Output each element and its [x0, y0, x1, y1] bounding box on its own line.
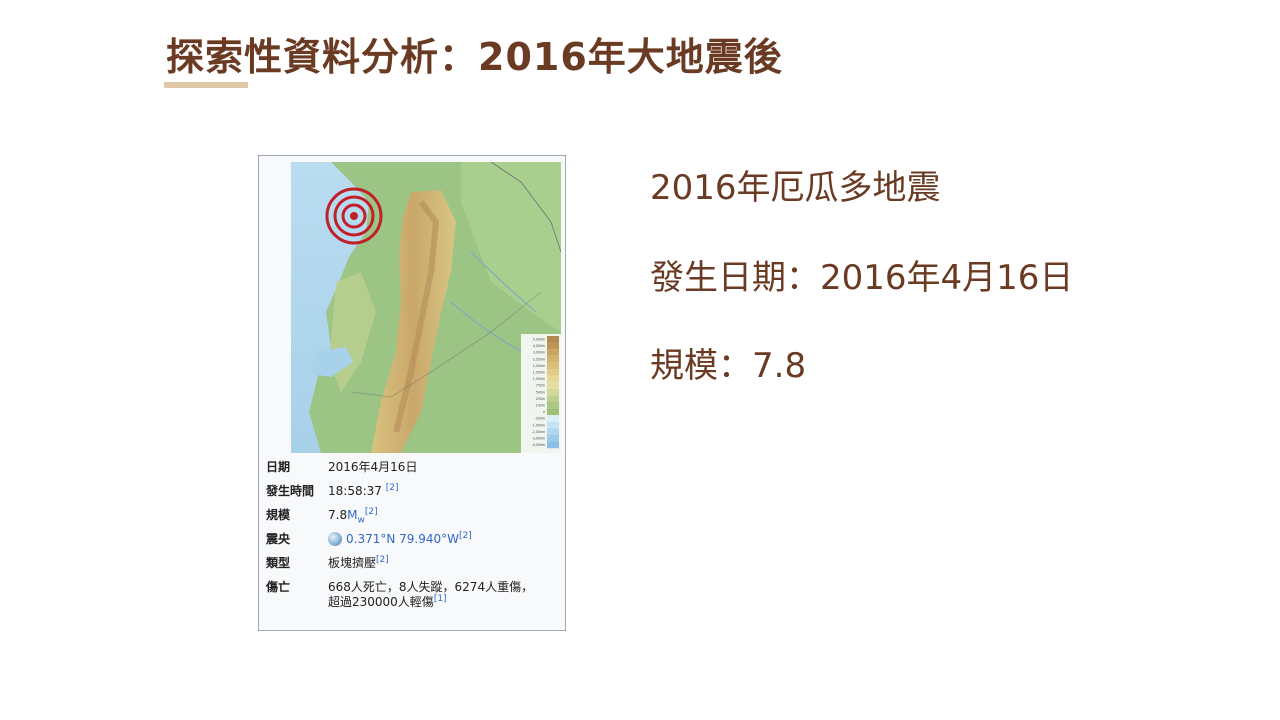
legend-tick-label: 5,000m: [533, 338, 545, 342]
row-label: 傷亡: [266, 580, 291, 594]
fact-date: 發生日期：2016年4月16日: [650, 258, 1074, 298]
legend-tick-label: -4,000m: [532, 443, 545, 447]
magnitude-unit-link[interactable]: Mw: [347, 508, 365, 526]
legend-tick-label: -1,000m: [532, 423, 545, 427]
legend-tick-label: 1,500m: [533, 371, 545, 375]
row-value: 18:58:37: [328, 484, 382, 498]
reference-link[interactable]: [2]: [459, 531, 472, 541]
row-time: 發生時間 18:58:37 [2]: [266, 484, 562, 499]
legend-tick-label: 250m: [536, 397, 545, 401]
relief-map: 5,000m 4,000m 3,000m 2,500m 2,000m 1,500m 1,00…: [291, 162, 561, 453]
row-value-wrap: 668人死亡，8人失蹤，6274人重傷， 超過230000人輕傷[1]: [328, 580, 562, 610]
row-value-wrap: 18:58:37 [2]: [328, 484, 562, 499]
elevation-legend: 5,000m 4,000m 3,000m 2,500m 2,000m 1,500m 1,00…: [521, 334, 561, 453]
earthquake-infobox: 5,000m 4,000m 3,000m 2,500m 2,000m 1,500m 1,00…: [258, 155, 566, 631]
row-casualties: 傷亡 668人死亡，8人失蹤，6274人重傷， 超過230000人輕傷[1]: [266, 580, 562, 610]
legend-tick-label: 0: [543, 410, 545, 414]
reference-link[interactable]: [2]: [364, 507, 378, 517]
row-type: 類型 板塊擠壓[2]: [266, 556, 562, 571]
row-value-wrap: 7.8Mw[2]: [328, 507, 562, 526]
legend-tick-label: 750m: [536, 384, 545, 388]
legend-swatch: [547, 421, 559, 429]
row-label: 規模: [266, 508, 291, 522]
infobox-rows: 日期 2016年4月16日 發生時間 18:58:37 [2] 規模 7.8Mw…: [266, 460, 562, 619]
legend-swatch: [547, 342, 559, 350]
legend-tick-label: 1,000m: [533, 377, 545, 381]
legend-swatch: [547, 369, 559, 376]
legend-tick-label: 2,500m: [533, 357, 545, 361]
row-value: 板塊擠壓: [328, 556, 377, 570]
row-label: 日期: [266, 460, 291, 474]
legend-swatch: [547, 441, 559, 449]
legend-tick-label: 4,000m: [533, 344, 545, 348]
legend-tick-label: 100m: [536, 404, 545, 408]
legend-swatch: [547, 355, 559, 363]
legend-swatch: [547, 428, 559, 435]
reference-link[interactable]: [1]: [433, 594, 447, 604]
row-value: 2016年4月16日: [328, 460, 418, 474]
legend-swatch: [547, 388, 559, 396]
river: [470, 251, 537, 313]
legend-swatch: [547, 382, 559, 389]
reference-link[interactable]: [2]: [376, 555, 389, 565]
legend-swatch: [547, 415, 559, 422]
fact-magnitude: 規模：7.8: [650, 346, 807, 386]
coordinates-link[interactable]: 0.371°N 79.940°W: [346, 532, 459, 546]
row-value: 7.8: [328, 508, 348, 522]
fact-name: 2016年厄瓜多地震: [650, 168, 941, 208]
legend-tick-label: -2,000m: [532, 430, 545, 434]
globe-icon[interactable]: [328, 532, 342, 546]
row-label: 類型: [266, 556, 291, 570]
title-underline: [164, 82, 248, 88]
legend-swatch: [547, 402, 559, 409]
row-value-wrap: 板塊擠壓[2]: [328, 556, 562, 571]
unit-subscript[interactable]: w: [357, 515, 365, 526]
border: [490, 162, 561, 253]
epicenter-marker: [325, 187, 383, 245]
legend-tick-label: 3,000m: [533, 351, 545, 355]
legend-tick-label: 500m: [536, 390, 545, 394]
legend-swatch: [547, 408, 559, 416]
reference-link[interactable]: [2]: [385, 483, 399, 493]
row-value-line1: 668人死亡，8人失蹤，6274人重傷，: [328, 580, 534, 594]
legend-tick-label: 2,000m: [533, 364, 545, 368]
gulf: [311, 347, 353, 377]
slide-title: 探索性資料分析：2016年大地震後: [166, 35, 783, 79]
legend-swatch: [547, 362, 559, 369]
legend-swatch: [547, 349, 559, 356]
legend-swatch: [547, 395, 559, 402]
row-date: 日期 2016年4月16日: [266, 460, 562, 475]
andes-ridge: [393, 200, 440, 433]
border: [350, 291, 542, 398]
lowland-east: [461, 162, 561, 332]
legend-swatch: [547, 375, 559, 383]
legend-tick-label: -200m: [535, 417, 545, 421]
legend-tick-label: -3,000m: [532, 437, 545, 441]
row-label: 發生時間: [266, 484, 315, 498]
row-value-wrap: 0.371°N 79.940°W[2]: [328, 532, 562, 547]
row-value-line2: 超過230000人輕傷: [328, 595, 434, 609]
unit-letter[interactable]: M: [347, 508, 358, 522]
row-label: 震央: [266, 532, 291, 546]
legend-swatch: [547, 435, 559, 442]
legend-swatch: [547, 336, 559, 343]
row-magnitude: 規模 7.8Mw[2]: [266, 507, 562, 526]
row-epicenter: 震央 0.371°N 79.940°W[2]: [266, 532, 562, 547]
